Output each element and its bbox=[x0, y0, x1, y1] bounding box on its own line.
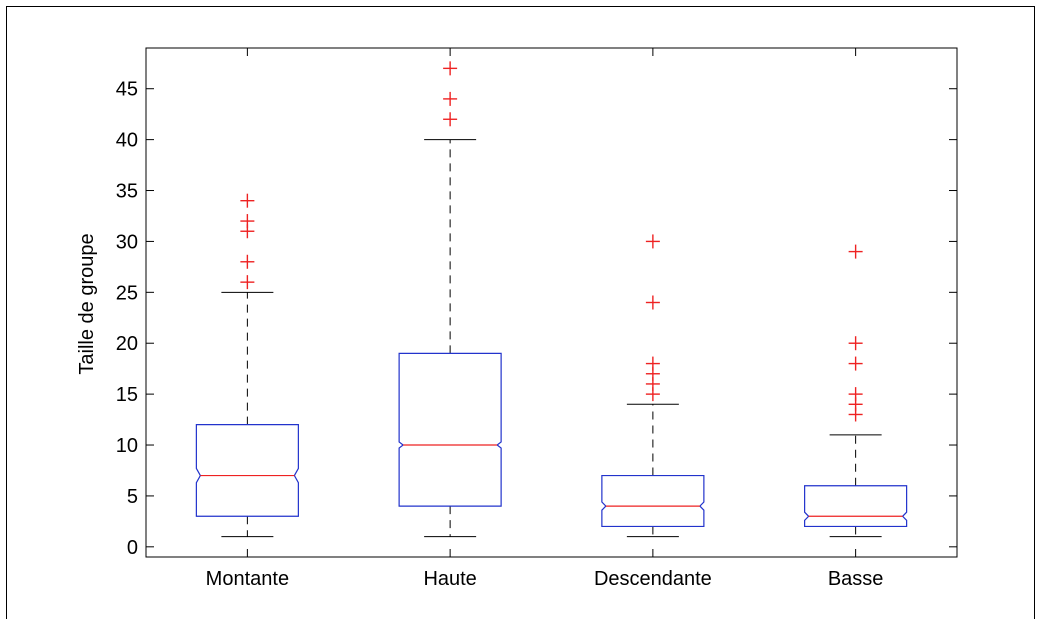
y-tick-label: 25 bbox=[116, 282, 138, 304]
x-tick-label: Descendante bbox=[594, 568, 712, 590]
y-tick-label: 0 bbox=[127, 537, 138, 559]
y-tick-label: 20 bbox=[116, 333, 138, 355]
y-tick-label: 15 bbox=[116, 384, 138, 406]
x-tick-label: Montante bbox=[206, 568, 289, 590]
box-descendante bbox=[602, 476, 704, 527]
y-tick-label: 40 bbox=[116, 130, 138, 152]
x-tick-label: Haute bbox=[423, 568, 476, 590]
y-tick-label: 10 bbox=[116, 435, 138, 457]
y-tick-label: 30 bbox=[116, 231, 138, 253]
axes-frame bbox=[146, 48, 957, 557]
x-tick-label: Basse bbox=[828, 568, 884, 590]
y-tick-label: 35 bbox=[116, 181, 138, 203]
plot-area: 0 5 10 15 20 25 30 35 40 45 Montante Haute Descendan… bbox=[116, 48, 957, 590]
y-axis-label: Taille de groupe bbox=[76, 233, 98, 374]
y-tick-label: 45 bbox=[116, 79, 138, 101]
box-basse bbox=[805, 486, 907, 527]
box-montante bbox=[196, 425, 298, 517]
box-haute bbox=[399, 353, 501, 506]
y-tick-label: 5 bbox=[127, 486, 138, 508]
